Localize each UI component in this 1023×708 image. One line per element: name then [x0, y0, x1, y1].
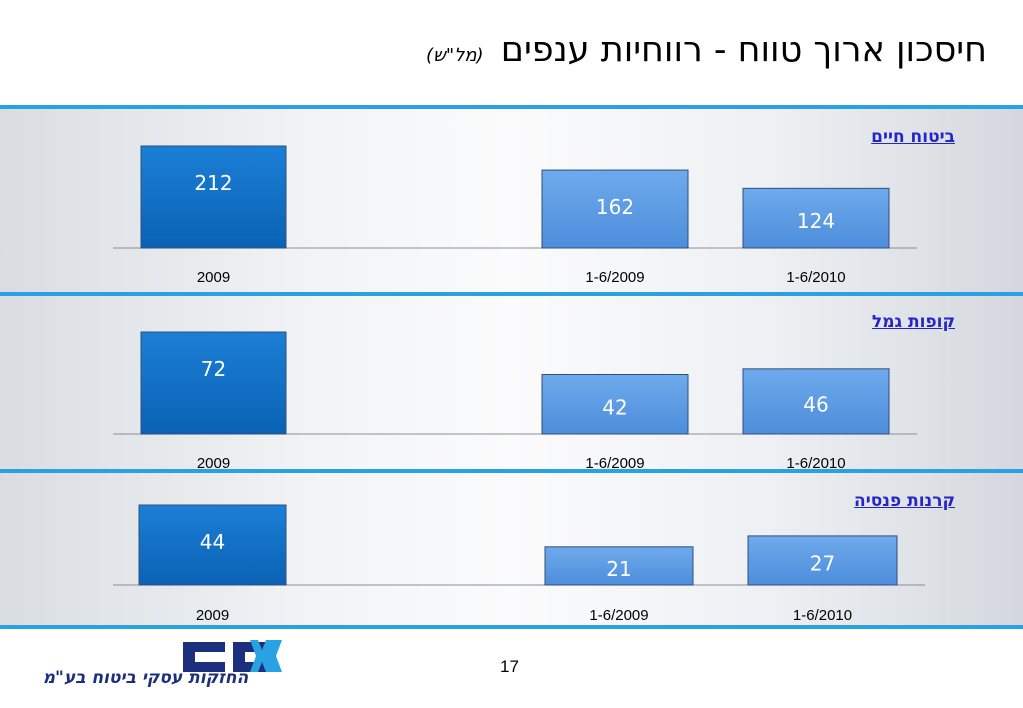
bar-life-insurance-3: [742, 187, 890, 249]
data-label: 42: [602, 395, 627, 419]
logo-tagline: החזקות עסקי ביטוח בע"מ: [42, 668, 249, 688]
panel-title-provident-funds: קופות גמל: [871, 312, 955, 332]
data-label: 212: [194, 171, 232, 195]
data-label: 46: [803, 392, 828, 416]
bar-pension-funds-3: [747, 535, 898, 586]
x-tick-label: 1-6/2010: [793, 607, 852, 624]
bar-provident-funds-1: [140, 331, 287, 435]
page-title-unit: (מל"ש): [426, 45, 484, 66]
data-label: 27: [810, 551, 835, 575]
panel-title-pension-funds: קרנות פנסיה: [854, 491, 955, 511]
data-label: 162: [596, 195, 634, 219]
divider-band: [0, 469, 1023, 473]
x-tick-label: 1-6/2009: [585, 455, 644, 472]
x-tick-label: 2009: [197, 455, 230, 472]
logo: [183, 640, 282, 672]
bar-provident-funds-2: [541, 374, 689, 435]
panel-title-life-insurance: ביטוח חיים: [871, 127, 955, 147]
page-number: 17: [500, 657, 519, 676]
bar-pension-funds-1: [138, 504, 287, 586]
bar-pension-funds-2: [544, 546, 694, 586]
data-label: 21: [606, 557, 631, 581]
page-title-text: חיסכון ארוך טווח - רווחיות ענפים: [500, 30, 987, 70]
x-tick-label: 1-6/2010: [786, 269, 845, 286]
x-tick-label: 2009: [197, 269, 230, 286]
divider-band: [0, 292, 1023, 296]
page-title: חיסכון ארוך טווח - רווחיות ענפים (מל"ש): [426, 30, 987, 70]
x-tick-label: 1-6/2009: [585, 269, 644, 286]
bar-life-insurance-2: [541, 169, 689, 249]
logo-mark-icon: [183, 640, 282, 672]
bar-life-insurance-1: [140, 145, 287, 249]
x-tick-label: 2009: [196, 607, 229, 624]
divider-band: [0, 105, 1023, 109]
data-label: 124: [797, 209, 835, 233]
x-tick-label: 1-6/2009: [589, 607, 648, 624]
bar-provident-funds-3: [742, 368, 890, 435]
divider-band: [0, 625, 1023, 629]
x-tick-label: 1-6/2010: [786, 455, 845, 472]
data-label: 44: [200, 530, 225, 554]
data-label: 72: [201, 357, 226, 381]
